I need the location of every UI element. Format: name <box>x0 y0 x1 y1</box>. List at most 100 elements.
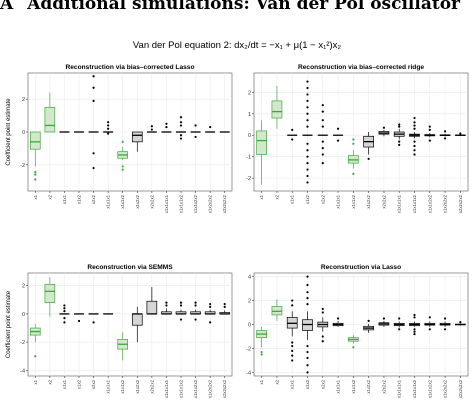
outlier-point <box>306 350 309 354</box>
outlier-point <box>306 283 309 287</box>
outlier-point <box>179 137 183 140</box>
outlier-point <box>321 335 324 338</box>
y-tick-label: -2 <box>246 176 251 182</box>
outlier-point <box>321 104 324 107</box>
y-tick-label: 1 <box>248 112 251 118</box>
outlier-point <box>306 291 309 294</box>
y-tick-label: 2 <box>22 97 25 103</box>
outlier-point <box>306 80 309 83</box>
outlier-point <box>306 356 309 360</box>
box-4 <box>74 313 84 323</box>
box-11 <box>175 301 187 321</box>
outlier-point <box>63 304 66 307</box>
outlier-point <box>398 328 401 331</box>
equation-caption: Van der Pol equation 2: dx₂/dt = −x₁ + μ… <box>0 40 474 51</box>
outlier-point <box>306 125 309 128</box>
box-3 <box>59 304 70 324</box>
outlier-point <box>352 142 355 145</box>
box-8 <box>131 306 143 343</box>
outlier-point <box>63 307 66 310</box>
box-5 <box>317 307 329 343</box>
outlier-point <box>321 153 324 156</box>
x-tick-label: x1x1x1x1 <box>397 379 402 398</box>
outlier-point <box>398 123 401 126</box>
x-tick-label: x1x1x1x2 <box>179 379 184 398</box>
outlier-point <box>428 139 431 142</box>
outlier-point <box>260 350 263 354</box>
y-tick-label: -2 <box>20 340 25 346</box>
outlier-point <box>413 140 416 143</box>
outlier-point <box>179 318 183 321</box>
box-2 <box>44 277 56 317</box>
box-12 <box>190 301 201 321</box>
outlier-point <box>179 124 183 127</box>
box-12 <box>424 125 436 142</box>
outlier-point <box>336 317 340 320</box>
outlier-point <box>306 99 309 102</box>
box-1 <box>29 323 41 358</box>
outlier-point <box>179 121 183 124</box>
outlier-point <box>413 330 416 333</box>
outlier-point <box>92 321 95 324</box>
outlier-point <box>413 144 416 148</box>
box-body <box>131 313 143 326</box>
x-tick-label: x1x1 <box>290 379 295 389</box>
outlier-point <box>352 172 355 175</box>
x-tick-label: x1x2x2x2 <box>443 379 448 398</box>
outlier-point <box>306 149 309 152</box>
x-tick-label: x1x2 <box>77 379 82 389</box>
panel-frame <box>253 72 469 192</box>
outlier-point <box>92 166 95 170</box>
x-tick-label: x2x2x2 <box>381 379 386 393</box>
box-1 <box>29 131 41 181</box>
box-6 <box>333 127 344 142</box>
outlier-point <box>321 311 324 314</box>
x-tick-label: x1x2x2 <box>135 194 140 208</box>
y-tick-label: 2 <box>248 90 251 96</box>
x-tick-label: x2x2x2 <box>149 194 154 208</box>
box-body <box>146 300 158 315</box>
x-tick-label: x1x1x2 <box>120 194 125 208</box>
x-tick-label: x2x2x2 <box>149 379 154 393</box>
x-tick-label: x1x2 <box>305 379 310 389</box>
outlier-point <box>336 139 340 142</box>
outlier-point <box>291 299 294 302</box>
outlier-point <box>194 304 197 307</box>
outlier-point <box>306 112 309 115</box>
box-1 <box>256 120 267 185</box>
outlier-point <box>306 174 309 178</box>
outlier-point <box>413 328 416 331</box>
x-tick-label: x2x2x2x2 <box>458 194 463 213</box>
outlier-point <box>413 121 416 124</box>
outlier-point <box>194 318 197 321</box>
outlier-point <box>107 124 110 127</box>
outlier-point <box>165 122 168 125</box>
box-9 <box>378 126 390 137</box>
box-9 <box>378 317 390 327</box>
y-tick-label: 2 <box>248 299 251 305</box>
section-number: A <box>0 0 14 14</box>
outlier-point <box>367 157 370 160</box>
outlier-point <box>63 321 66 324</box>
outlier-point <box>306 275 309 278</box>
outlier-point <box>306 181 309 184</box>
box-13 <box>205 125 216 133</box>
outlier-point <box>34 355 37 358</box>
outlier-point <box>107 132 110 135</box>
x-tick-label: x2x2 <box>91 194 96 204</box>
outlier-point <box>92 75 95 78</box>
outlier-point <box>291 138 294 141</box>
box-11 <box>409 116 420 156</box>
outlier-point <box>336 127 340 130</box>
x-tick-label: x1x1x2 <box>351 194 356 208</box>
outlier-point <box>413 127 416 130</box>
outlier-point <box>194 301 197 304</box>
outlier-point <box>382 126 386 129</box>
outlier-point <box>291 349 294 352</box>
box-7 <box>117 140 129 171</box>
panel-3: Reconstruction via SEMMS -4 -2 0 2 Coefficien… <box>6 264 233 398</box>
y-tick-label: -4 <box>20 368 25 374</box>
outlier-point <box>321 307 324 311</box>
box-12 <box>190 124 201 139</box>
